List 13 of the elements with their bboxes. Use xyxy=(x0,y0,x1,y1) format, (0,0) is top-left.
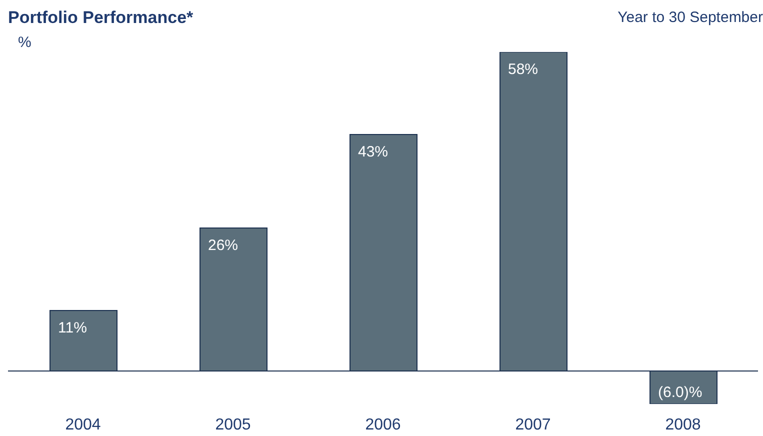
chart-subtitle: Year to 30 September xyxy=(618,9,763,26)
data-label: 58% xyxy=(508,61,538,78)
x-tick-label: 2005 xyxy=(215,416,251,434)
data-label: 26% xyxy=(208,237,238,254)
x-tick-label: 2007 xyxy=(515,416,551,434)
data-label: 43% xyxy=(358,144,388,160)
y-axis-title: % xyxy=(18,34,32,51)
x-tick-label: 2004 xyxy=(65,416,101,434)
x-tick-label: 2008 xyxy=(665,416,701,434)
chart-title: Portfolio Performance* xyxy=(8,8,194,28)
data-label: 11% xyxy=(58,320,87,336)
x-tick-label: 2006 xyxy=(365,416,401,434)
data-label: (6.0)% xyxy=(658,384,702,401)
